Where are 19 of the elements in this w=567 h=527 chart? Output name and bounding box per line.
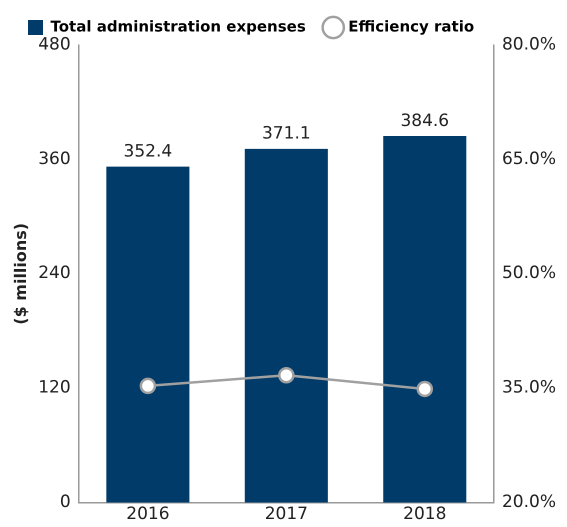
y2-tick-label: 50.0% bbox=[502, 263, 556, 284]
y2-tick-label: 20.0% bbox=[502, 492, 556, 512]
y-tick-label: 360 bbox=[38, 148, 71, 169]
y2-tick-label: 80.0% bbox=[502, 34, 556, 54]
x-tick-label: 2018 bbox=[403, 504, 446, 524]
y-axis-title: ($ millions) bbox=[10, 222, 30, 325]
data-label: 352.4 bbox=[124, 142, 172, 162]
y-tick-label: 480 bbox=[38, 34, 71, 54]
x-tick-label: 2016 bbox=[126, 504, 170, 524]
legend-label: Total administration expenses bbox=[50, 17, 306, 36]
legend-label: Efficiency ratio bbox=[348, 17, 474, 36]
y2-tick-label: 65.0% bbox=[502, 148, 556, 169]
y2-tick-label: 35.0% bbox=[502, 378, 556, 398]
y-tick-label: 0 bbox=[60, 492, 71, 512]
y-tick-label: 120 bbox=[38, 378, 71, 398]
data-label: 371.1 bbox=[262, 124, 311, 144]
data-label: 384.6 bbox=[400, 110, 450, 131]
y-tick-label: 240 bbox=[38, 263, 71, 284]
x-tick-label: 2017 bbox=[264, 504, 308, 524]
